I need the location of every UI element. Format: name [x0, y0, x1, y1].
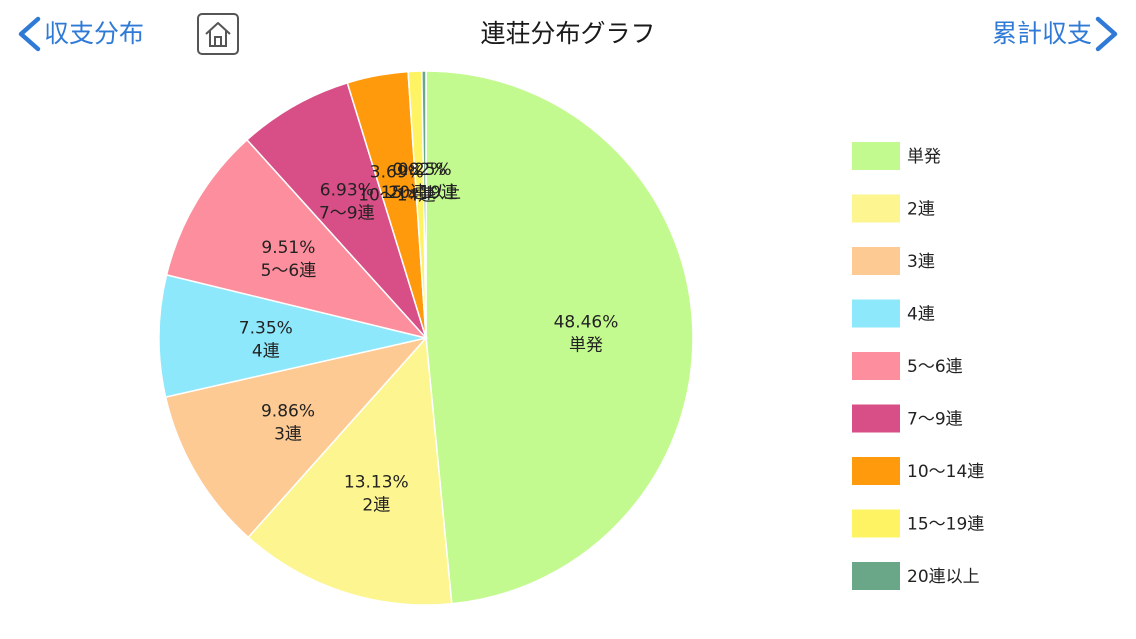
slice-percent-label: 0.25%: [398, 160, 452, 180]
legend-label: 4連: [907, 305, 935, 325]
legend-label: 3連: [907, 252, 935, 272]
legend-swatch: [852, 562, 900, 590]
slice-category-label: 5～6連: [261, 261, 317, 281]
slice-percent-label: 9.51%: [261, 238, 315, 258]
legend-label: 2連: [907, 200, 935, 220]
legend-swatch: [852, 404, 900, 433]
slice-percent-label: 3.69%: [370, 163, 424, 183]
pie-slice: [245, 81, 427, 339]
chart-legend: 単発 2連 3連 4連 5～6連 7～9連 10～14連 15～19連 20連以上: [852, 142, 984, 590]
legend-swatch: [852, 352, 900, 380]
slice-category-label: 単発: [569, 335, 603, 355]
slice-percent-label: 48.46%: [554, 312, 619, 332]
legend-swatch: [852, 194, 900, 223]
pie-slice: [421, 70, 427, 339]
pie-labels: 48.46% 単発 13.13% 2連 9.86% 3連 7.35% 4連 9.51% 5～6連 6…: [239, 160, 619, 515]
legend-label: 5～6連: [907, 357, 963, 377]
forward-button[interactable]: 累計収支: [992, 14, 1122, 54]
legend-swatch: [852, 509, 900, 538]
legend-label: 20連以上: [907, 567, 980, 587]
slice-category-label: 20連以上: [388, 183, 461, 203]
legend-swatch: [852, 247, 900, 275]
pie-slice: [247, 336, 453, 606]
pie-slices: [158, 70, 694, 606]
pie-slice: [425, 70, 694, 605]
back-button-label: 収支分布: [44, 19, 145, 48]
legend-label: 7～9連: [907, 410, 963, 430]
chevron-right-icon: [1095, 16, 1118, 52]
home-button[interactable]: [197, 13, 239, 55]
slice-category-label: 7～9連: [319, 204, 375, 224]
pie-slice: [164, 336, 429, 539]
chevron-left-icon: [18, 16, 41, 52]
home-icon: [205, 22, 231, 47]
slice-category-label: 10～14連: [358, 186, 435, 206]
pie-slice: [158, 273, 427, 398]
legend-label: 10～14連: [907, 462, 984, 482]
back-button[interactable]: 収支分布: [14, 14, 144, 54]
forward-button-label: 累計収支: [991, 19, 1092, 48]
slice-category-label: 3連: [274, 424, 302, 444]
slice-percent-label: 6.93%: [320, 181, 374, 201]
slice-category-label: 4連: [252, 342, 280, 362]
slice-percent-label: 7.35%: [239, 319, 293, 339]
legend-label: 単発: [907, 147, 941, 167]
slice-category-label: 2連: [362, 495, 390, 515]
slice-percent-label: 13.13%: [344, 472, 409, 492]
legend-swatch: [852, 299, 900, 328]
pie-slice: [165, 138, 429, 340]
legend-swatch: [852, 142, 900, 170]
page-title: 連荘分布グラフ: [480, 19, 656, 48]
slice-percent-label: 9.86%: [261, 401, 315, 421]
slice-category-label: 15～19連: [381, 183, 458, 203]
legend-swatch: [852, 457, 900, 485]
legend-label: 15～19連: [907, 515, 984, 535]
slice-percent-label: 0.82%: [392, 160, 446, 180]
